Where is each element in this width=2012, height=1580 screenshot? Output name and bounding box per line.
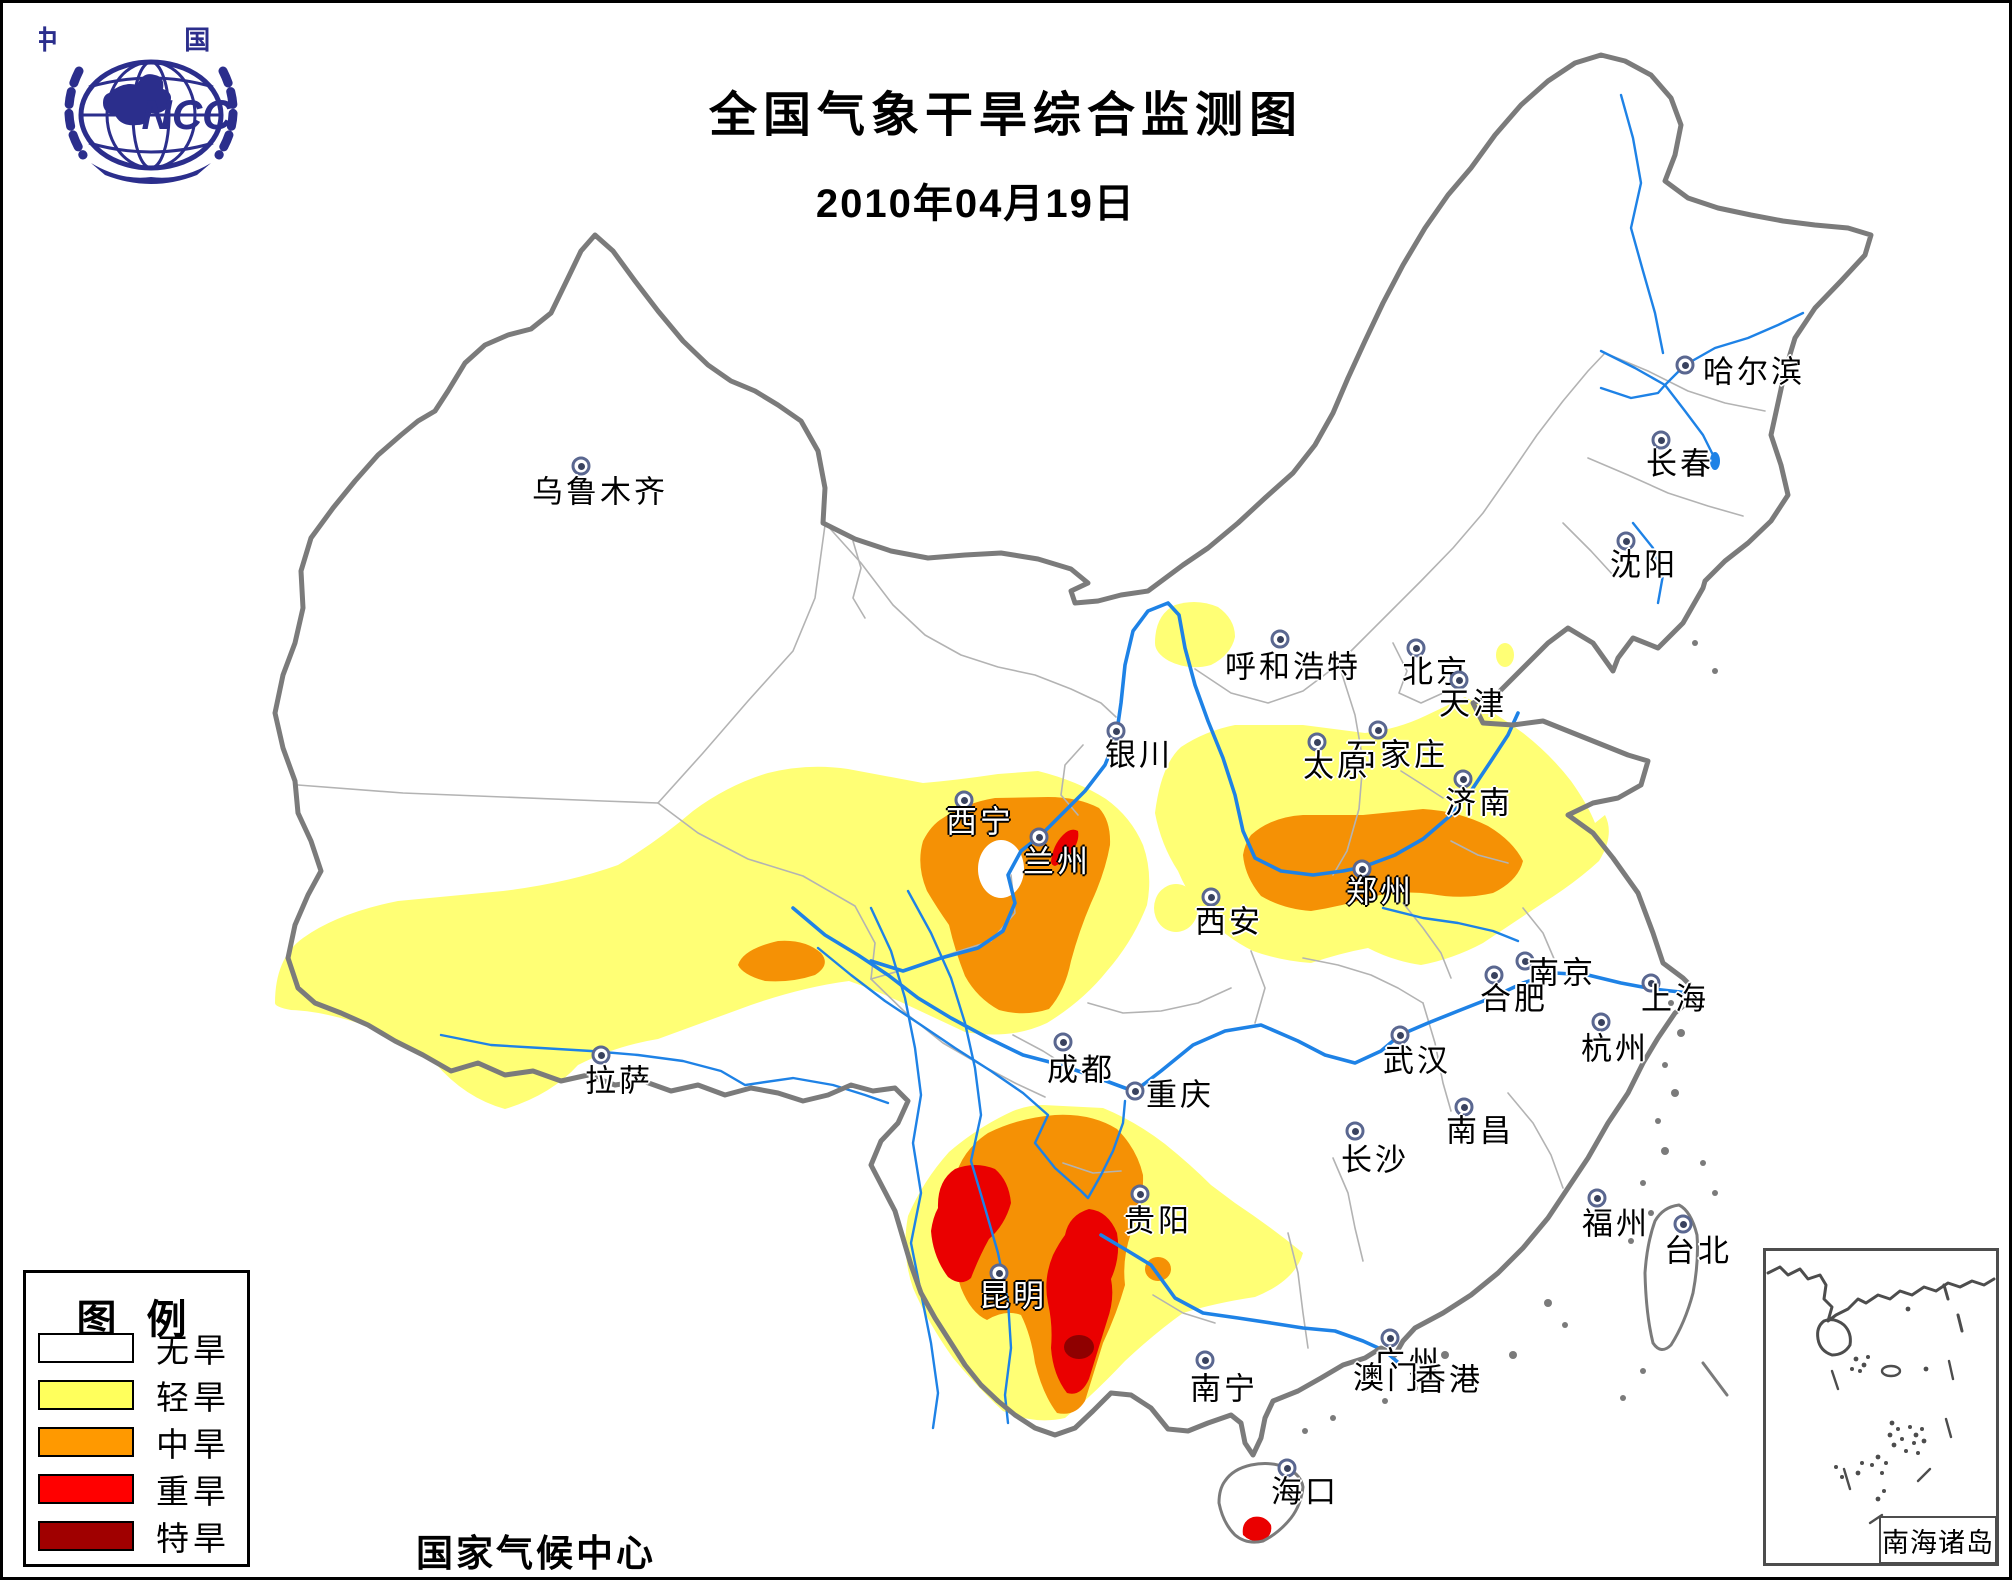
page-date: 2010年04月19日 xyxy=(815,182,1136,226)
zone-moderate-guangxi-dot xyxy=(1145,1257,1171,1281)
legend-swatch-特旱 xyxy=(38,1521,134,1551)
songhua-river xyxy=(1599,311,1805,387)
liao-river xyxy=(1631,521,1665,605)
zone-severe-yunnan-west xyxy=(931,1165,1011,1283)
coastal-islands xyxy=(1302,640,1729,1434)
zone-severe-hainan xyxy=(1242,1516,1272,1542)
inset-label: 南海诸岛 xyxy=(1882,1527,1994,1558)
lancang-river xyxy=(906,889,1013,1425)
legend-label-中旱: 中旱 xyxy=(156,1428,230,1464)
zone-hole-gansu xyxy=(978,840,1024,898)
legend-row: 中旱 xyxy=(38,1427,238,1464)
zone-light-coast-dot xyxy=(1496,643,1514,667)
ncc-logo-graphic: NCC 中 国 xyxy=(32,26,264,184)
logo-continent xyxy=(103,74,171,126)
legend-label-无旱: 无旱 xyxy=(156,1334,230,1370)
zone-moderate-west-small xyxy=(738,940,825,982)
legend-swatch-轻旱 xyxy=(38,1380,134,1410)
legend-label-特旱: 特旱 xyxy=(156,1522,230,1558)
ncc-logo: NCC 中 国 xyxy=(32,23,264,193)
pearl-river xyxy=(1099,1233,1403,1367)
logo-ncc-text: NCC xyxy=(142,91,234,138)
page-title: 全国气象干旱综合监测图 xyxy=(708,89,1304,142)
legend-row: 特旱 xyxy=(38,1521,238,1558)
legend-swatch-无旱 xyxy=(38,1333,134,1363)
huai-river xyxy=(1381,906,1520,943)
inset-label-box: 南海诸岛 xyxy=(1879,1516,1997,1564)
hainan-outline xyxy=(1217,1462,1305,1544)
yarlung-river xyxy=(439,1033,890,1105)
china-drought-map xyxy=(272,52,1874,1544)
legend-row: 重旱 xyxy=(38,1474,238,1511)
legend-row: 无旱 xyxy=(38,1333,238,1370)
taiwan-outline xyxy=(1643,1203,1699,1351)
drought-zones xyxy=(275,601,1609,1542)
legend-swatch-重旱 xyxy=(38,1474,134,1504)
legend-row: 轻旱 xyxy=(38,1380,238,1417)
zone-extreme-yunnan xyxy=(1064,1335,1094,1359)
inset-map xyxy=(1766,1265,1996,1525)
legend-swatch-中旱 xyxy=(38,1427,134,1457)
source-label: 国家气候中心 xyxy=(416,1533,656,1574)
zone-severe-lanzhou xyxy=(1051,829,1079,866)
zone-light-xian xyxy=(1154,884,1198,932)
legend-label-轻旱: 轻旱 xyxy=(156,1381,230,1417)
jinsha-river xyxy=(816,946,1127,1200)
south-china-sea-inset: 南海诸岛 xyxy=(1763,1248,1999,1566)
yellow-river xyxy=(869,601,1520,973)
logo-cn-text: 中 国 xyxy=(39,26,264,55)
legend-label-重旱: 重旱 xyxy=(156,1475,230,1511)
nen-river xyxy=(1619,93,1665,355)
rivers xyxy=(439,93,1805,1430)
national-border xyxy=(272,52,1874,1544)
nu-river xyxy=(869,906,940,1430)
yangtze-river xyxy=(791,906,1691,1093)
inset-island-dots xyxy=(1834,1306,1929,1502)
zone-light-hetao xyxy=(1155,601,1235,668)
legend: 图 例 无旱 轻旱 中旱 重旱 特旱 xyxy=(23,1270,250,1567)
